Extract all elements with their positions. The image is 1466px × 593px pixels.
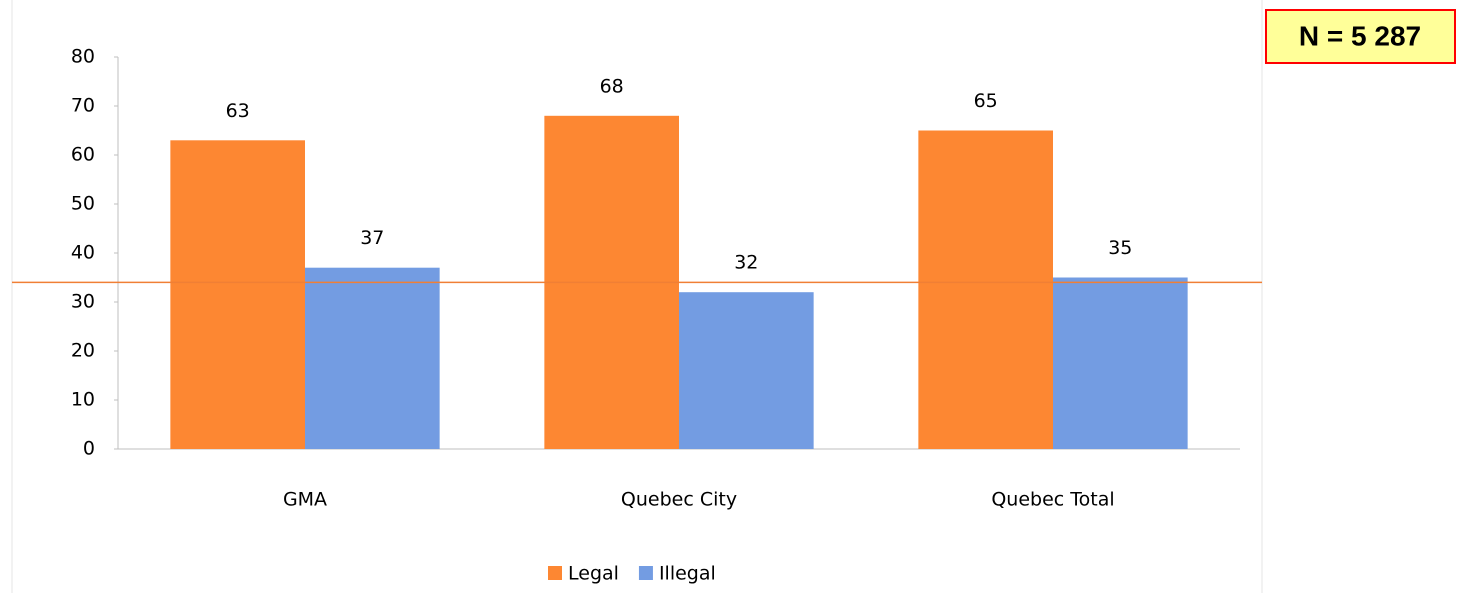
- y-tick-label: 40: [71, 242, 95, 264]
- bar: [305, 267, 440, 449]
- annotation: N = 5 287: [1299, 20, 1421, 51]
- y-tick-label: 50: [71, 193, 95, 215]
- annotation-box: [1265, 9, 1456, 64]
- legend-label: Legal: [568, 563, 619, 585]
- y-tick-label: 30: [71, 291, 95, 313]
- y-tick-label: 80: [71, 46, 95, 68]
- bar: [918, 130, 1053, 449]
- data-label: 32: [734, 252, 758, 274]
- y-tick-label: 0: [83, 438, 95, 460]
- legend-label: Illegal: [659, 563, 716, 585]
- bar: [679, 292, 814, 449]
- data-label: 68: [600, 75, 624, 97]
- y-tick-label: 70: [71, 95, 95, 117]
- y-tick-label: 10: [71, 389, 95, 411]
- y-tick-label: 60: [71, 144, 95, 166]
- data-label: 63: [226, 100, 250, 122]
- data-label: 37: [360, 227, 384, 249]
- legend-swatch: [638, 566, 653, 580]
- legend-swatch: [548, 566, 562, 580]
- bar: [1053, 277, 1188, 449]
- bar: [170, 140, 305, 450]
- x-tick-label: Quebec City: [621, 489, 737, 511]
- data-label: 35: [1108, 237, 1132, 259]
- data-label: 65: [974, 90, 998, 112]
- x-tick-label: Quebec Total: [991, 489, 1114, 511]
- y-tick-label: 20: [71, 340, 95, 362]
- x-tick-label: GMA: [283, 489, 327, 511]
